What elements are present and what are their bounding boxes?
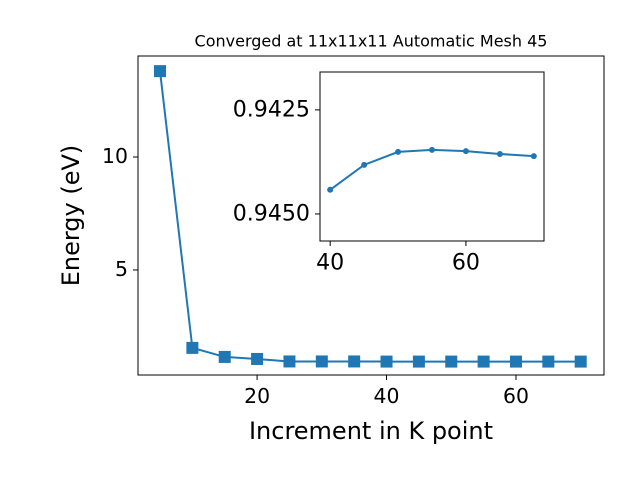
marker (361, 161, 368, 168)
marker (348, 355, 361, 368)
x-tick-label: 40 (316, 250, 344, 276)
marker (429, 146, 435, 153)
marker (327, 186, 334, 193)
marker (283, 355, 296, 368)
marker (509, 355, 522, 368)
y-tick-label: 0.9450 (233, 200, 310, 226)
y-axis-label: Energy (eV) (57, 145, 85, 287)
marker (380, 355, 393, 368)
marker (477, 355, 490, 368)
marker (186, 341, 199, 354)
marker (574, 355, 587, 368)
x-tick-label: 60 (452, 250, 480, 276)
marker (542, 355, 555, 368)
marker (251, 352, 264, 365)
marker (445, 355, 458, 368)
x-axis-label: Increment in K point (249, 417, 493, 445)
y-tick-label: 0.9425 (233, 96, 310, 122)
marker (412, 355, 425, 368)
chart-title: Converged at 11x11x11 Automatic Mesh 45 (195, 32, 548, 51)
marker (530, 153, 537, 160)
marker (154, 65, 167, 78)
marker (218, 350, 231, 363)
marker (315, 355, 328, 368)
plot-area (319, 71, 545, 242)
x-tick-label: 20 (244, 384, 270, 408)
marker (496, 151, 503, 158)
marker (395, 148, 402, 155)
y-tick-label: 10 (102, 144, 128, 168)
x-tick-label: 60 (503, 384, 529, 408)
x-tick-label: 40 (374, 384, 400, 408)
y-tick-label: 5 (115, 257, 128, 281)
marker (462, 148, 469, 155)
